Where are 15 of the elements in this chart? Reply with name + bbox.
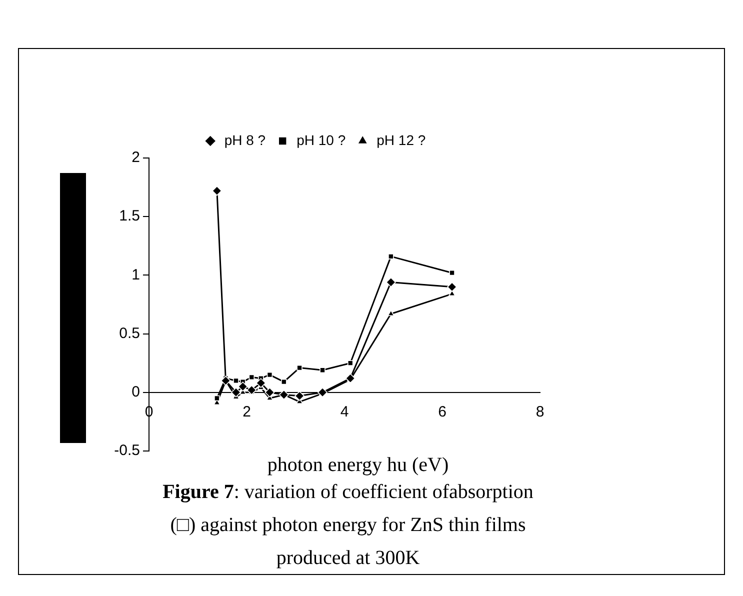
y-tick-label: 1 <box>132 266 140 284</box>
x-tick-label: 6 <box>438 404 446 421</box>
x-tick-label: 2 <box>242 404 251 421</box>
y-tick-label: 0 <box>132 384 140 401</box>
legend-label: pH 10 ? <box>296 132 346 148</box>
y-tick-label: 1.5 <box>119 208 140 225</box>
y-tick-label: -0.5 <box>114 442 140 460</box>
caption: Figure 7: variation of coefficient ofabsorption (□) against photon energy for ZnS thin films produced at 300K <box>162 480 534 571</box>
x-axis-title: photon energy hu (eV) <box>266 454 450 477</box>
legend-label: pH 8 ? <box>224 132 266 148</box>
x-tick-label: 4 <box>340 404 349 421</box>
legend-label: pH 12 ? <box>376 132 426 148</box>
x-tick-label: 8 <box>536 404 544 421</box>
y-tick-label: 0.5 <box>119 324 140 342</box>
y-tick-label: 2 <box>132 149 140 166</box>
